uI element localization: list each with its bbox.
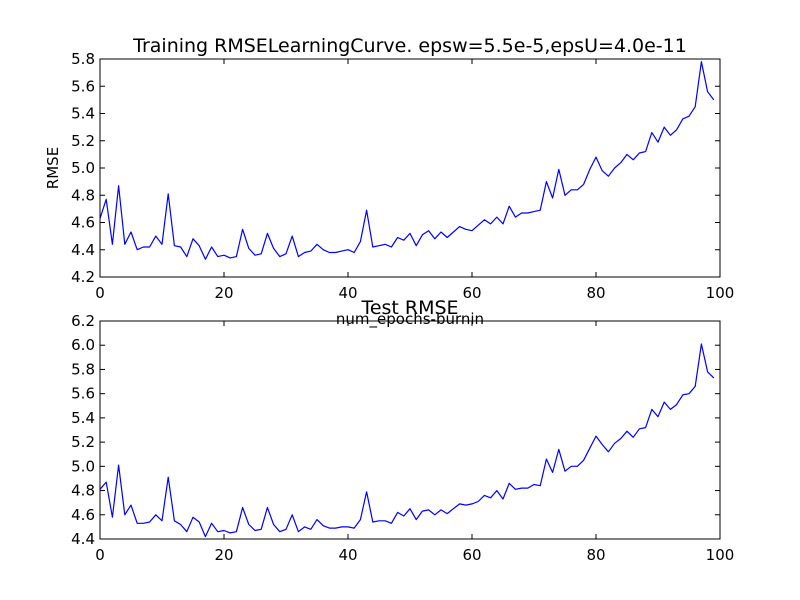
x-axis-label: num_epochs-burnin [336, 310, 484, 329]
y-tick-label: 4.2 [71, 268, 95, 286]
x-tick-label: 40 [338, 284, 357, 302]
x-tick-label: 0 [95, 546, 105, 564]
y-tick-label: 6.2 [71, 312, 95, 330]
y-tick-label: 5.2 [71, 132, 95, 150]
y-tick-label: 4.8 [71, 186, 95, 204]
y-tick-label: 5.8 [71, 50, 95, 68]
plot-frame [99, 58, 721, 278]
y-axis-label: RMSE [44, 147, 62, 189]
y-tick-label: 5.4 [71, 105, 95, 123]
y-tick-label: 4.8 [71, 482, 95, 500]
subplot-2: Test RMSE 0 20 40 60 80 100 4.4 4.6 4.8 5.0 5.2 5.4 5… [71, 297, 734, 564]
y-tick-label: 5.0 [71, 457, 95, 475]
x-tick-label: 20 [214, 284, 233, 302]
y-tick-label: 6.0 [71, 336, 95, 354]
subplot-1: Training RMSELearningCurve. epsw=5.5e-5,… [44, 35, 734, 329]
series-line-1 [99, 61, 715, 260]
y-tick-label: 5.6 [71, 385, 95, 403]
x-tick-label: 80 [586, 284, 605, 302]
x-tick-label: 40 [338, 546, 357, 564]
y-tick-label: 4.6 [71, 506, 95, 524]
y-tick-label: 4.6 [71, 214, 95, 232]
y-tick-label: 5.6 [71, 77, 95, 95]
x-tick-label: 80 [586, 546, 605, 564]
chart-title: Test RMSE [360, 297, 458, 319]
x-tick-label: 100 [706, 546, 735, 564]
x-tick-label: 60 [462, 284, 481, 302]
plot-frame [99, 320, 721, 540]
x-tick-label: 100 [706, 284, 735, 302]
x-tick-label: 0 [95, 284, 105, 302]
y-tick-label: 4.4 [71, 241, 95, 259]
series-line-1 [99, 343, 715, 538]
y-tick-label: 5.0 [71, 159, 95, 177]
x-tick-label: 20 [214, 546, 233, 564]
x-tick-label: 60 [462, 546, 481, 564]
y-tick-label: 5.4 [71, 409, 95, 427]
y-tick-label: 5.2 [71, 433, 95, 451]
y-tick-label: 5.8 [71, 360, 95, 378]
chart-title: Training RMSELearningCurve. epsw=5.5e-5,… [132, 35, 687, 57]
y-tick-label: 4.4 [71, 530, 95, 548]
